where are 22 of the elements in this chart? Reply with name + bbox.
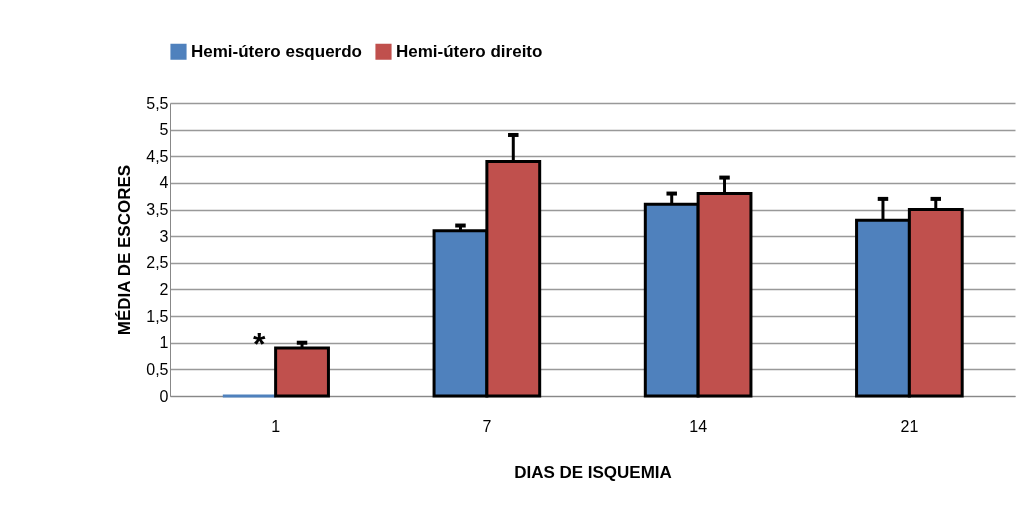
y-tick-label: 5 <box>159 121 169 139</box>
y-tick-label: 1,5 <box>146 307 169 325</box>
x-tick-label: 1 <box>271 417 281 435</box>
bar <box>274 346 330 398</box>
y-tick-label: 0,5 <box>146 360 169 378</box>
y-tick-label: 3 <box>159 227 169 245</box>
x-tick-label: 7 <box>482 417 492 435</box>
y-tick-label: 3,5 <box>146 201 169 219</box>
y-tick-label: 2 <box>159 280 169 298</box>
y-axis-title: MÉDIA DE ESCORES <box>115 164 135 336</box>
legend-label: Hemi-útero esquerdo <box>191 41 362 61</box>
y-tick-label: 1 <box>159 334 169 352</box>
legend-label: Hemi-útero direito <box>396 41 543 61</box>
x-tick-label: 14 <box>689 417 708 435</box>
y-tick-label: 0 <box>159 387 169 405</box>
y-tick-label: 2,5 <box>146 254 169 272</box>
x-axis-title: DIAS DE ISQUEMIA <box>514 462 672 482</box>
y-tick-label: 4 <box>159 174 169 192</box>
x-tick-label: 21 <box>900 417 919 435</box>
y-tick-label: 4,5 <box>146 147 169 165</box>
annotation: * <box>252 325 266 362</box>
y-tick-label: 5,5 <box>146 94 169 112</box>
